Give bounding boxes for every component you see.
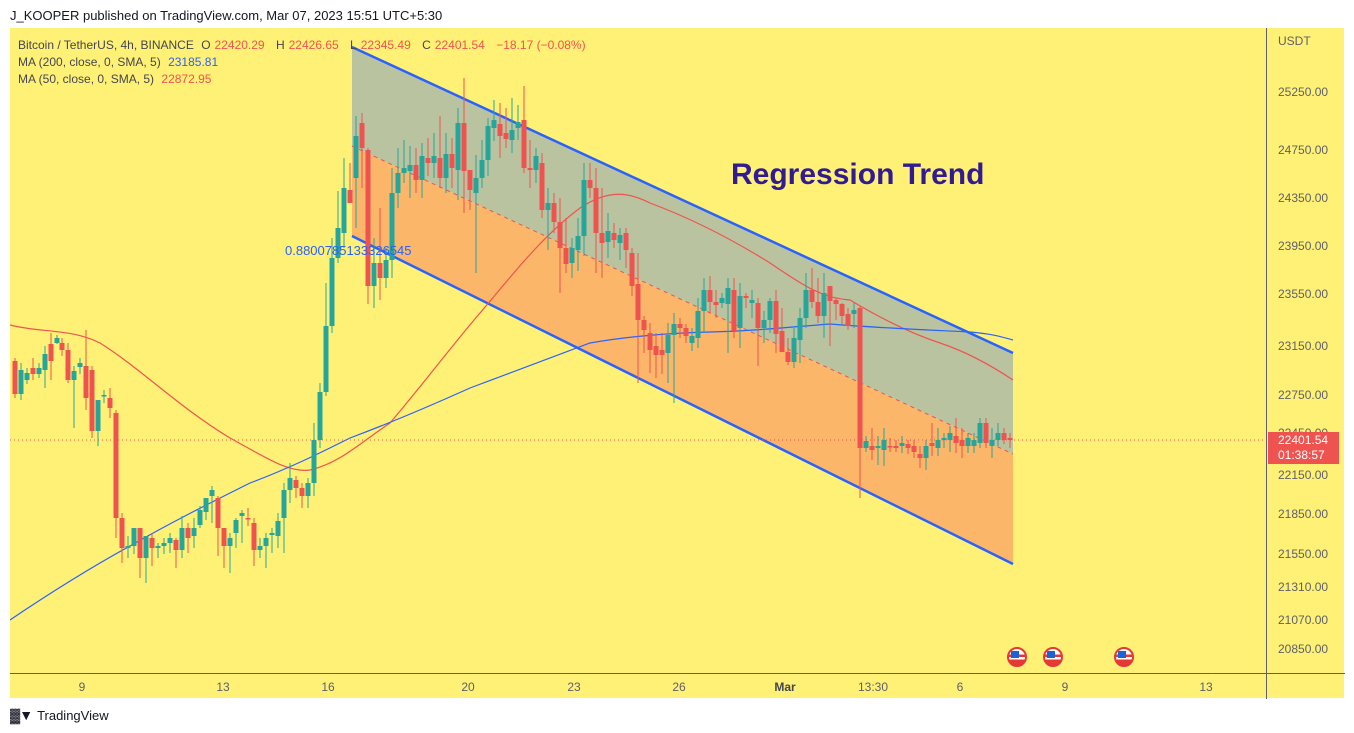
change-value: −18.17 (−0.08%) (496, 38, 586, 52)
current-price-tag: 22401.54 01:38:57 (1268, 432, 1339, 464)
regression-trend-title[interactable]: Regression Trend (731, 158, 985, 191)
time-tick: 13:30 (857, 680, 889, 694)
price-tick: 21850.00 (1278, 507, 1329, 521)
time-tick: 13 (1199, 680, 1213, 694)
close-value: 22401.54 (434, 38, 485, 52)
ma50-value: 22872.95 (161, 72, 212, 86)
price-axis[interactable]: USDT 25250.00 24750.00 24350.00 23950.00… (1266, 28, 1345, 698)
footer-brand: ▓▼ TradingView (10, 707, 109, 723)
footer-brand-text: TradingView (37, 707, 109, 723)
symbol-legend-row: Bitcoin / TetherUS, 4h, BINANCE O 22420.2… (18, 38, 586, 52)
price-tick: 23150.00 (1278, 339, 1329, 353)
price-tick: 21070.00 (1278, 613, 1329, 627)
channel-upper-line (351, 45, 1014, 355)
time-tick: 13 (216, 680, 230, 694)
bar-countdown: 01:38:57 (1278, 448, 1325, 462)
time-tick: 23 (567, 680, 581, 694)
channel-lower-fill (352, 146, 1013, 564)
channel-mid-line (351, 145, 1014, 455)
price-tick: 21310.00 (1278, 580, 1329, 594)
candlestick-series (12, 78, 1013, 583)
price-tick: 21550.00 (1278, 547, 1329, 561)
price-tick: 24350.00 (1278, 191, 1329, 205)
symbol-name[interactable]: Bitcoin / TetherUS, 4h, BINANCE (18, 38, 194, 52)
price-tick: 20850.00 (1278, 642, 1329, 656)
regression-pearson-label: 0.8800785133326545 (285, 243, 412, 258)
tradingview-logo-icon: ▓▼ (10, 707, 33, 723)
open-value: 22420.29 (214, 38, 265, 52)
time-tick: 9 (1061, 680, 1069, 694)
us-flag-event-icon[interactable] (1007, 647, 1027, 667)
price-tick: 22750.00 (1278, 388, 1329, 402)
price-tick: 22150.00 (1278, 468, 1329, 482)
us-flag-event-icon[interactable] (1114, 647, 1134, 667)
publisher-line: J_KOOPER published on TradingView.com, M… (10, 8, 443, 23)
low-value: 22345.49 (360, 38, 411, 52)
price-tick: 23950.00 (1278, 239, 1329, 253)
high-value: 22426.65 (288, 38, 339, 52)
time-axis[interactable]: 9 13 16 20 23 26 Mar 13:30 6 9 13 (10, 673, 1266, 699)
price-tick: 23550.00 (1278, 287, 1329, 301)
axis-corner (1266, 673, 1345, 699)
price-axis-unit: USDT (1278, 34, 1311, 48)
time-tick: 6 (956, 680, 964, 694)
price-tick: 24750.00 (1278, 143, 1329, 157)
time-tick: 20 (461, 680, 475, 694)
ma200-legend-row[interactable]: MA (200, close, 0, SMA, 5) 23185.81 (18, 55, 219, 69)
chart-legend: Bitcoin / TetherUS, 4h, BINANCE O 22420.2… (18, 37, 590, 88)
time-tick: 26 (672, 680, 686, 694)
time-tick: 16 (321, 680, 335, 694)
ma50-line (10, 193, 1014, 472)
ma200-line (10, 323, 1014, 621)
price-tick: 25250.00 (1278, 85, 1329, 99)
time-tick: 9 (78, 680, 86, 694)
us-flag-event-icon[interactable] (1043, 647, 1063, 667)
time-tick: Mar (774, 680, 796, 694)
ma200-value: 23185.81 (168, 55, 219, 69)
channel-upper-fill (352, 47, 1013, 454)
price-plot[interactable] (10, 28, 1266, 673)
channel-lower-line (351, 234, 1014, 566)
ma50-legend-row[interactable]: MA (50, close, 0, SMA, 5) 22872.95 (18, 72, 212, 86)
chart-frame[interactable]: Bitcoin / TetherUS, 4h, BINANCE O 22420.2… (10, 28, 1345, 699)
